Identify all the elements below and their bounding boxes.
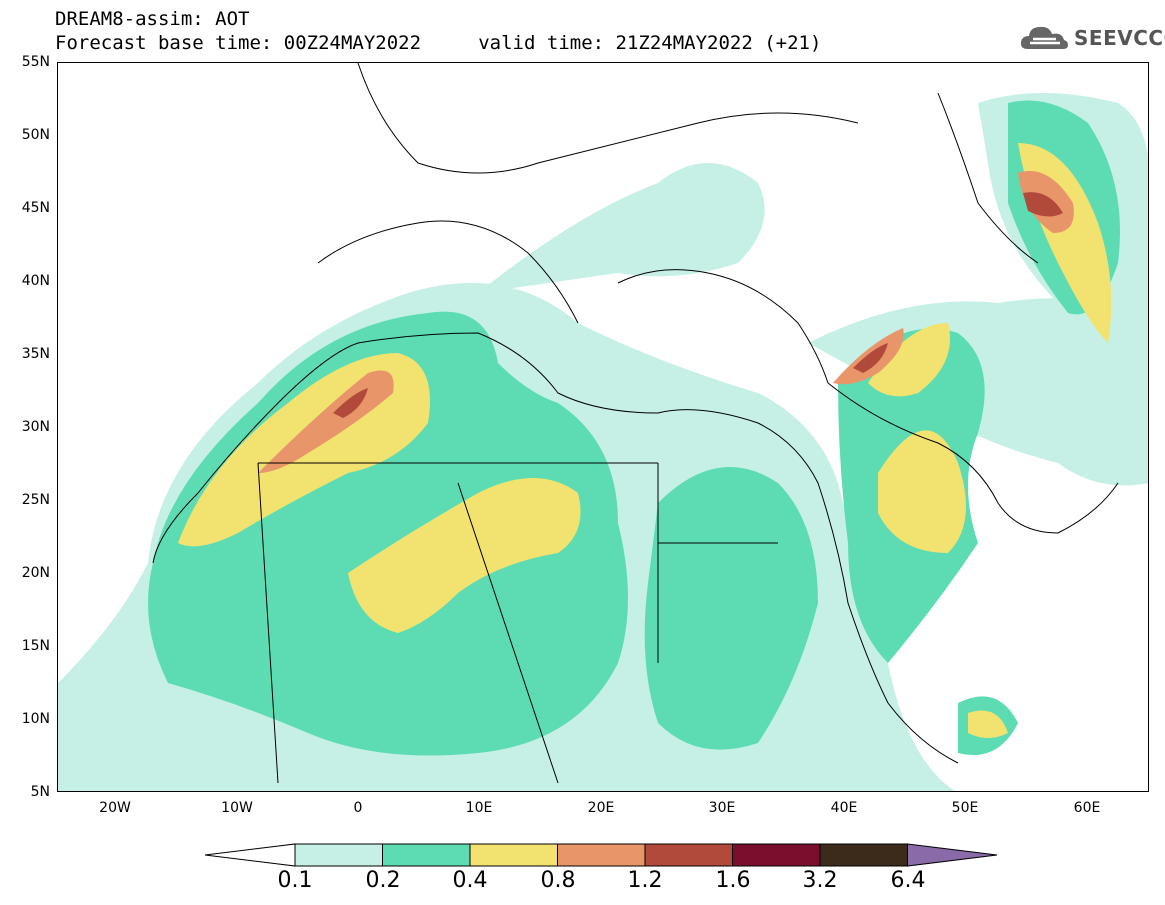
colorbar-swatch: [557, 843, 646, 867]
colorbar-label: 0.4: [452, 868, 488, 893]
forecast-time-subtitle: Forecast base time: 00Z24MAY2022 valid t…: [55, 32, 822, 54]
lat-label: 50N: [21, 127, 50, 143]
lon-label: 20E: [587, 800, 615, 816]
cloud-logo-icon: [1020, 26, 1068, 49]
colorbar-swatch: [732, 843, 821, 867]
lon-label: 10W: [221, 800, 253, 816]
lon-label: 30E: [708, 800, 736, 816]
lat-label: 10N: [21, 711, 50, 727]
map-title: DREAM8-assim: AOT: [55, 8, 250, 30]
map-panel: [57, 62, 1149, 792]
lon-label: 0: [353, 800, 363, 816]
lon-label: 60E: [1073, 800, 1101, 816]
colorbar-swatch: [294, 843, 383, 867]
colorbar-label: 0.2: [365, 868, 401, 893]
logo-text: SEEVCCC: [1074, 26, 1165, 50]
seevccc-logo: SEEVCCC: [1018, 22, 1165, 54]
colorbar-label: 0.8: [540, 868, 576, 893]
lon-label: 50E: [951, 800, 979, 816]
lat-label: 40N: [21, 273, 50, 289]
colorbar-label: 0.1: [277, 868, 313, 893]
lat-label: 25N: [21, 492, 50, 508]
lat-label: 5N: [30, 784, 50, 800]
colorbar-swatch: [469, 843, 558, 867]
aot-map: [58, 63, 1148, 791]
colorbar-swatch: [819, 843, 908, 867]
lat-label: 55N: [21, 54, 50, 70]
lat-label: 35N: [21, 346, 50, 362]
colorbar-swatch: [382, 843, 471, 867]
colorbar-upper-arrow: [907, 843, 998, 867]
colorbar-label: 6.4: [890, 868, 926, 893]
colorbar-lower-arrow: [205, 843, 296, 867]
lon-label: 20W: [99, 800, 131, 816]
colorbar-swatch: [644, 843, 733, 867]
lat-label: 45N: [21, 200, 50, 216]
colorbar-label: 1.2: [627, 868, 663, 893]
lon-label: 40E: [830, 800, 858, 816]
colorbar-label: 3.2: [802, 868, 838, 893]
aot-colorbar: [205, 843, 998, 867]
aot-contour-1.2: [333, 192, 1063, 418]
colorbar-label: 1.6: [715, 868, 751, 893]
lon-label: 10E: [465, 800, 493, 816]
lat-label: 30N: [21, 419, 50, 435]
coastlines: [152, 63, 1119, 784]
lat-label: 20N: [21, 565, 50, 581]
lat-label: 15N: [21, 638, 50, 654]
